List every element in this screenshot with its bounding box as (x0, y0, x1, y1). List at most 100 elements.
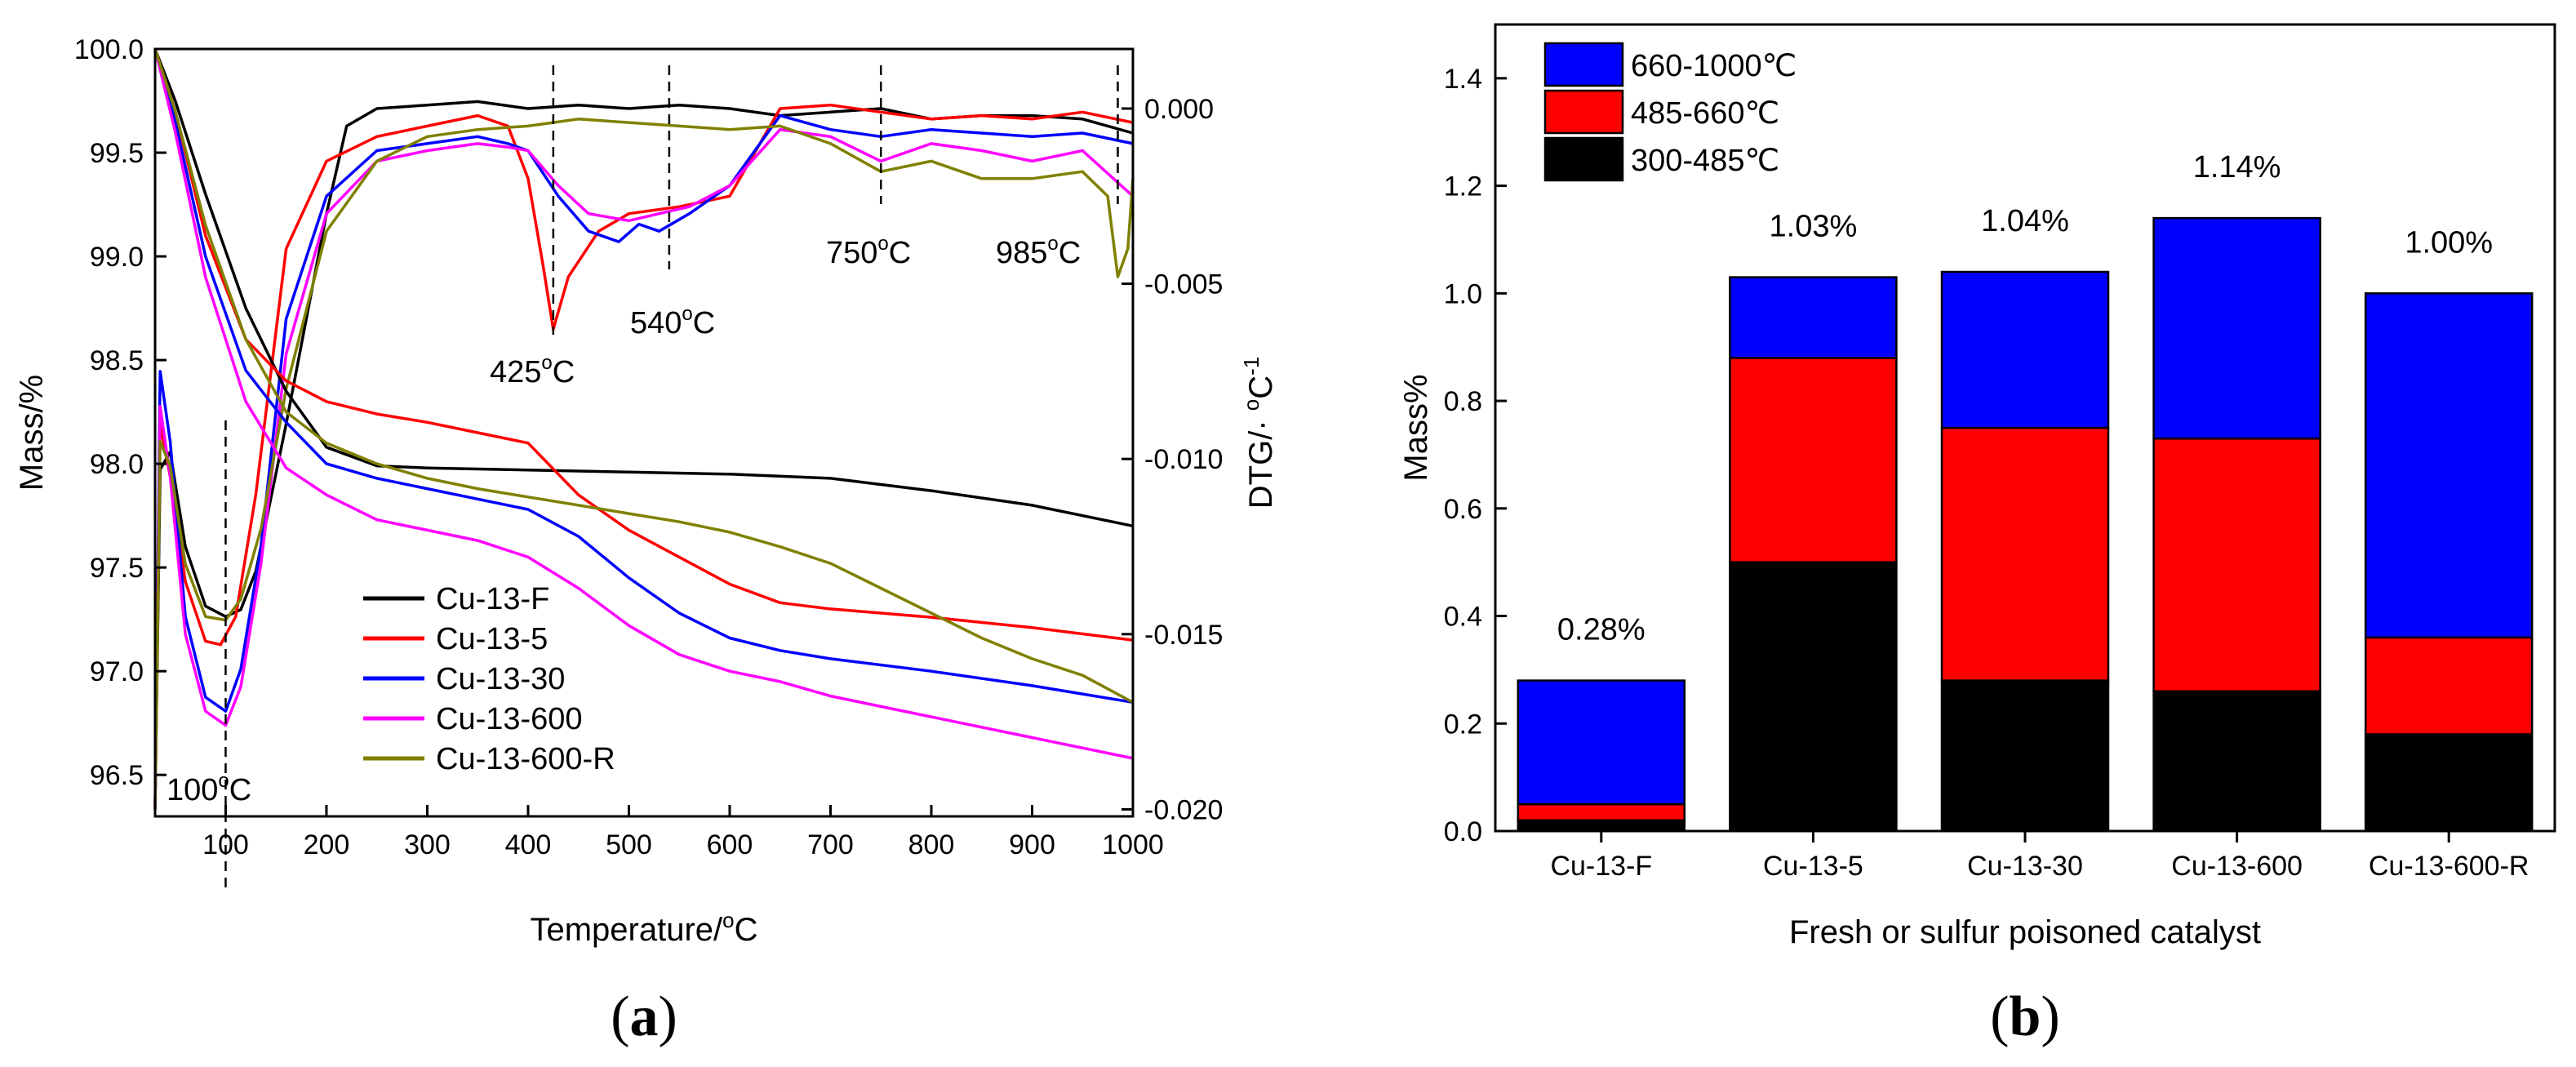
bar-cu-13-f-300-485C (1517, 819, 1686, 833)
annotation-425: 425oC (490, 352, 575, 389)
total-label-cu-13-5: 1.03% (1770, 210, 1858, 244)
annotation-985: 985oC (996, 233, 1081, 270)
y-tick-label: 100.0 (74, 34, 144, 65)
y-tick-label: 98.5 (90, 345, 144, 376)
panel-a-tg-curves (153, 48, 1134, 760)
x-tick-label: Cu-13-5 (1763, 851, 1863, 882)
bar-cu-13-30-485-660C (1940, 426, 2110, 682)
y-tick-label: 99.5 (90, 138, 144, 169)
y-tick-label: 0.0 (1444, 816, 1482, 847)
dtg-line-cu-13-30 (153, 113, 1134, 810)
x-tick-label: 900 (1009, 829, 1055, 860)
panel-b-x-axis: Cu-13-F Cu-13-5 Cu-13-30 Cu-13-600 Cu-13-600… (1550, 831, 2529, 882)
y-tick-label: 99.0 (90, 242, 144, 273)
legend-label-cu-13-600-r: Cu-13-600-R (436, 742, 615, 776)
panel-a-annotation-dashed-lines (224, 65, 1119, 890)
x-tick-label: 800 (908, 829, 955, 860)
annotation-750: 750oC (826, 233, 911, 270)
bar-cu-13-600-485-660C (2152, 437, 2321, 692)
legend-label-cu-13-30: Cu-13-30 (436, 662, 565, 696)
tg-line-cu-13-5 (153, 48, 1134, 642)
y-tick-label: 0.8 (1444, 386, 1482, 417)
panel-b-legend: 660-1000℃ 485-660℃ 300-485℃ (1543, 42, 1797, 182)
x-tick-label: 700 (807, 829, 854, 860)
bar-cu-13-30-660-1000C (1940, 270, 2110, 429)
panel-b-y-axis-label: Mass% (1398, 374, 1434, 481)
x-tick-label: Cu-13-600 (2171, 851, 2303, 882)
x-tick-label: 400 (505, 829, 552, 860)
bar-cu-13-600-300-485C (2152, 690, 2321, 833)
legend-swatch-660-1000C (1543, 42, 1624, 87)
legend-label-485-660C: 485-660℃ (1631, 96, 1779, 131)
tg-line-cu-13-600-r (153, 48, 1134, 704)
bar-cu-13-f-485-660C (1517, 802, 1686, 822)
y2-tick-label: -0.005 (1144, 269, 1223, 300)
x-tick-label: Cu-13-600-R (2369, 851, 2529, 882)
panel-a-y2-axis: 0.000 -0.005 -0.010 -0.015 -0.020 (1121, 94, 1223, 825)
bar-cu-13-5-660-1000C (1729, 276, 1898, 359)
x-tick-label: Cu-13-30 (1967, 851, 2083, 882)
legend-swatch-485-660C (1543, 89, 1624, 135)
panel-a-y2-axis-label: DTG/· oC-1 (1239, 357, 1279, 509)
bar-cu-13-600-r-300-485C (2364, 733, 2534, 833)
panel-a-y-axis: 96.5 97.0 97.5 98.0 98.5 99.0 99.5 100.0 (74, 34, 167, 791)
y-tick-label: 98.0 (90, 449, 144, 480)
y-tick-label: 0.6 (1444, 494, 1482, 525)
legend-label-cu-13-f: Cu-13-F (436, 582, 549, 616)
total-label-cu-13-30: 1.04% (1981, 204, 2069, 238)
annotation-540: 540oC (630, 303, 715, 340)
bar-cu-13-5-300-485C (1729, 561, 1898, 833)
total-label-cu-13-600-r: 1.00% (2405, 225, 2493, 260)
total-label-cu-13-600: 1.14% (2193, 150, 2281, 185)
annotation-100: 100oC (167, 770, 251, 807)
x-tick-label: 1000 (1102, 829, 1164, 860)
total-label-cu-13-f: 0.28% (1557, 613, 1646, 647)
legend-label-cu-13-600: Cu-13-600 (436, 702, 583, 736)
legend-label-660-1000C: 660-1000℃ (1631, 49, 1797, 83)
x-tick-label: 300 (404, 829, 451, 860)
y-tick-label: 0.2 (1444, 709, 1482, 740)
panel-b-total-labels: 0.28% 1.03% 1.04% 1.14% 1.00% (1557, 150, 2493, 647)
panel-a-x-axis: 100 200 300 400 500 600 700 800 900 1000 (202, 805, 1164, 860)
y-tick-label: 0.4 (1444, 602, 1482, 633)
dtg-line-cu-13-600 (153, 127, 1135, 810)
bar-cu-13-600-r-485-660C (2364, 636, 2534, 736)
panel-b-x-axis-label: Fresh or sulfur poisoned catalyst (1789, 914, 2261, 950)
legend-label-cu-13-5: Cu-13-5 (436, 622, 548, 656)
panel-b-bars (1517, 216, 2534, 833)
x-tick-label: 600 (707, 829, 753, 860)
panel-a-legend: Cu-13-F Cu-13-5 Cu-13-30 Cu-13-600 Cu-13-600… (363, 582, 615, 776)
y2-tick-label: -0.015 (1144, 620, 1223, 651)
dtg-line-cu-13-5 (153, 103, 1134, 810)
legend-label-300-485C: 300-485℃ (1631, 144, 1779, 178)
bar-cu-13-f-660-1000C (1517, 679, 1686, 806)
panel-a-dtg-curves (153, 100, 1135, 810)
y-tick-label: 96.5 (90, 760, 144, 791)
x-tick-label: 500 (606, 829, 652, 860)
bar-cu-13-600-r-660-1000C (2364, 292, 2534, 639)
x-tick-label: Cu-13-F (1550, 851, 1652, 882)
legend-swatch-300-485C (1543, 136, 1624, 182)
panel-a-plot-area (155, 49, 1133, 816)
bar-cu-13-5-485-660C (1729, 357, 1898, 563)
y2-tick-label: -0.010 (1144, 444, 1223, 475)
panel-b-label: (b) (1990, 985, 2060, 1048)
y-tick-label: 1.2 (1444, 171, 1482, 202)
x-tick-label: 200 (304, 829, 350, 860)
panel-b-stacked-bar-chart: 0.28% 1.03% 1.04% 1.14% 1.00% 0.0 0.2 0.4 0.6 0.… (1398, 23, 2556, 1048)
tg-line-cu-13-f (153, 48, 1134, 528)
panel-a-temperature-annotations: 425oC 540oC 750oC 985oC 100oC (167, 233, 1081, 807)
dtg-line-cu-13-600-r (153, 118, 1135, 810)
y-tick-label: 97.0 (90, 656, 144, 687)
tg-line-cu-13-30 (153, 48, 1134, 705)
panel-b-y-axis: 0.0 0.2 0.4 0.6 0.8 1.0 1.2 1.4 (1444, 64, 1507, 847)
panel-a-x-axis-label: Temperature/oC (530, 908, 757, 948)
y2-tick-label: 0.000 (1144, 94, 1214, 125)
y2-tick-label: -0.020 (1144, 794, 1223, 825)
bar-cu-13-600-660-1000C (2152, 216, 2321, 440)
panel-a-frame (153, 47, 1135, 818)
panel-a-label: (a) (611, 985, 677, 1048)
panel-a-tga-chart: 100 200 300 400 500 600 700 800 900 1000 96.5 97.0… (14, 34, 1279, 1048)
y-tick-label: 97.5 (90, 553, 144, 584)
